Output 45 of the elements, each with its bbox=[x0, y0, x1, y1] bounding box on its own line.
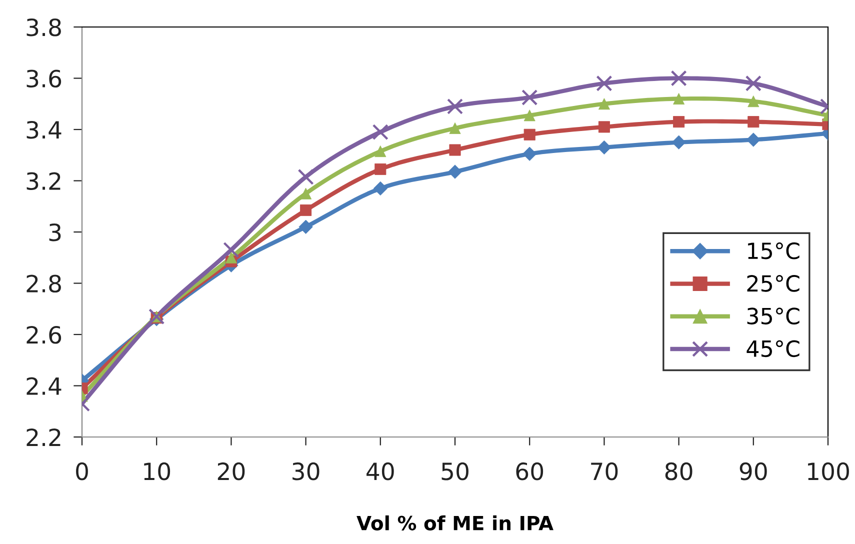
x-tick-label: 90 bbox=[740, 462, 767, 480]
x-tick-label: 100 bbox=[808, 462, 849, 480]
x-axis-title: Vol % of ME in IPA bbox=[356, 515, 554, 530]
point bbox=[223, 242, 240, 258]
x-tick-label: 30 bbox=[292, 462, 320, 480]
y-tick-label: 3.4 bbox=[26, 120, 62, 139]
point bbox=[524, 128, 536, 140]
y-tick-label: 3.8 bbox=[26, 18, 61, 36]
point bbox=[373, 181, 388, 196]
legend-label: 15°C bbox=[748, 242, 800, 260]
x-tick-label: 10 bbox=[144, 462, 170, 480]
legend-label: 35°C bbox=[747, 308, 800, 324]
point bbox=[748, 96, 760, 108]
point bbox=[449, 144, 461, 156]
x-tick-label: 0 bbox=[76, 462, 88, 480]
point bbox=[372, 124, 388, 140]
x-tick-label: 60 bbox=[516, 462, 544, 480]
x-tick-label: 20 bbox=[218, 462, 245, 480]
x-tick-label: 40 bbox=[366, 462, 394, 480]
legend-label: 45°C bbox=[746, 340, 800, 358]
point bbox=[596, 75, 612, 92]
point bbox=[449, 122, 461, 134]
point bbox=[298, 220, 313, 234]
point bbox=[522, 89, 538, 106]
y-tick-label: 2.6 bbox=[26, 326, 62, 344]
point bbox=[598, 98, 610, 110]
point bbox=[746, 132, 760, 147]
y-tick-label: 3.6 bbox=[26, 70, 62, 88]
y-tick-label: 3 bbox=[49, 223, 61, 242]
y-tick-label: 2.4 bbox=[26, 377, 62, 395]
legend-label: 25°C bbox=[747, 275, 800, 292]
point bbox=[748, 116, 760, 128]
point bbox=[670, 70, 687, 86]
point bbox=[374, 163, 386, 175]
y-tick-label: 3.2 bbox=[26, 172, 60, 190]
y-tick-label: 2.2 bbox=[26, 428, 60, 446]
point bbox=[300, 204, 312, 216]
point bbox=[446, 98, 464, 114]
x-tick-label: 80 bbox=[665, 462, 692, 480]
point bbox=[745, 75, 762, 92]
point bbox=[673, 116, 685, 128]
x-tick-label: 50 bbox=[442, 462, 468, 480]
point bbox=[298, 168, 314, 185]
y-tick-label: 2.8 bbox=[26, 274, 61, 293]
x-tick-label: 70 bbox=[591, 462, 618, 480]
